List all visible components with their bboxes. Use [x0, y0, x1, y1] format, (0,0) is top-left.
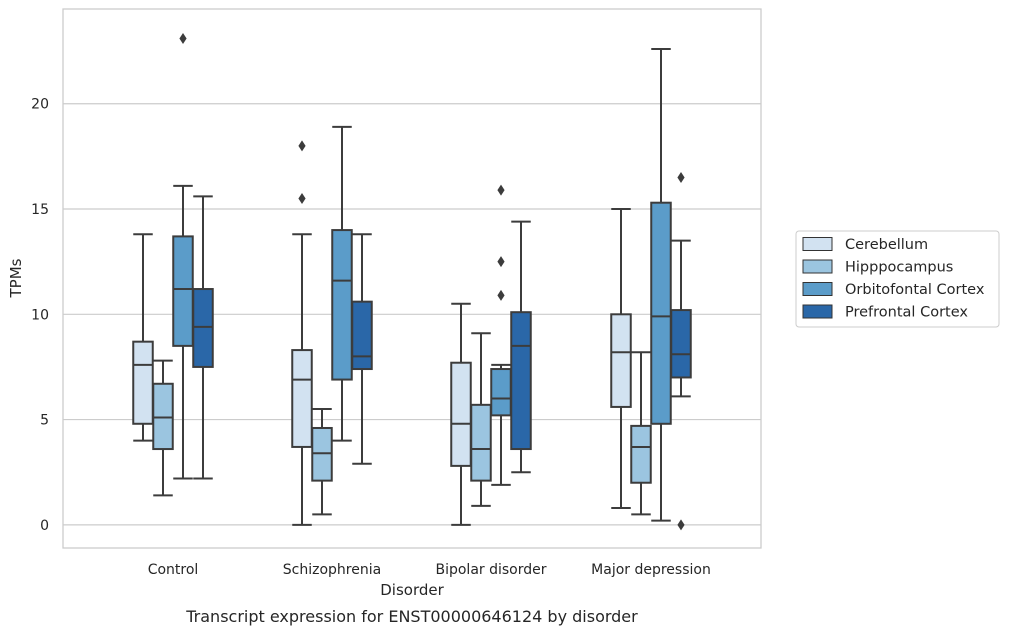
iqr-box	[351, 300, 373, 371]
legend-swatch	[802, 237, 833, 251]
chart-caption: Transcript expression for ENST0000064612…	[185, 607, 638, 626]
box-3-2	[650, 48, 672, 522]
y-tick-label: 20	[31, 97, 49, 113]
iqr-box	[510, 311, 532, 451]
outlier-point	[497, 289, 505, 301]
outlier-point	[298, 140, 306, 152]
iqr-box	[331, 229, 353, 381]
iqr-box	[650, 201, 672, 425]
iqr-box	[470, 403, 492, 482]
box-3-0	[610, 208, 632, 509]
x-tick-labels: Control Schizophrenia Bipolar disorder Majo…	[148, 562, 711, 578]
iqr-box	[152, 382, 174, 451]
x-tick-label: Bipolar disorder	[435, 562, 546, 578]
box-0-3	[192, 195, 214, 480]
boxes	[132, 32, 692, 531]
legend-label: Prefrontal Cortex	[845, 305, 968, 321]
legend-label: Hipppocampus	[845, 260, 953, 276]
legend-swatch	[802, 304, 833, 319]
box-1-1	[311, 408, 333, 516]
y-axis-label: TPMs	[7, 258, 25, 298]
x-axis-label: Disorder	[380, 581, 444, 599]
box-3-1	[630, 351, 652, 516]
legend-label: Orbitofontal Cortex	[845, 282, 985, 298]
plot-area-frame	[62, 8, 762, 549]
box-0-0	[132, 233, 154, 442]
y-tick-label: 0	[40, 518, 49, 534]
y-tick-label: 10	[31, 307, 49, 323]
y-tick-label: 15	[31, 202, 49, 218]
box-2-3	[510, 220, 532, 474]
legend-swatch	[802, 282, 833, 296]
box-0-1	[152, 359, 174, 497]
iqr-box	[670, 309, 692, 379]
outlier-point	[677, 519, 685, 531]
legend-swatch	[802, 259, 833, 274]
iqr-box	[132, 340, 154, 425]
box-1-0	[291, 140, 313, 526]
outlier-point	[298, 192, 306, 204]
iqr-box	[450, 361, 472, 467]
iqr-box	[630, 424, 652, 484]
iqr-box	[610, 313, 632, 408]
iqr-box	[172, 235, 194, 347]
box-2-0	[450, 302, 472, 526]
legend-frame	[795, 230, 1000, 328]
x-tick-label: Control	[148, 562, 199, 578]
outlier-point	[497, 256, 505, 268]
box-3-3	[670, 171, 692, 531]
box-1-2	[331, 125, 353, 442]
legend-label: Cerebellum	[845, 237, 928, 253]
box-2-2	[490, 184, 512, 486]
iqr-box	[291, 349, 313, 448]
box-2-1	[470, 332, 492, 507]
iqr-box	[192, 288, 214, 368]
outlier-point	[179, 32, 187, 44]
iqr-box	[311, 426, 333, 482]
y-tick-labels: 0 5 10 15 20	[31, 97, 49, 534]
x-tick-label: Schizophrenia	[283, 562, 381, 578]
outlier-point	[677, 171, 685, 183]
outlier-point	[497, 184, 505, 196]
box-1-3	[351, 233, 373, 465]
legend: Cerebellum Hipppocampus Orbitofontal Corte…	[795, 230, 1000, 328]
y-tick-label: 5	[40, 413, 49, 429]
x-tick-label: Major depression	[591, 562, 711, 578]
iqr-box	[490, 368, 512, 417]
box-0-2	[172, 32, 194, 480]
